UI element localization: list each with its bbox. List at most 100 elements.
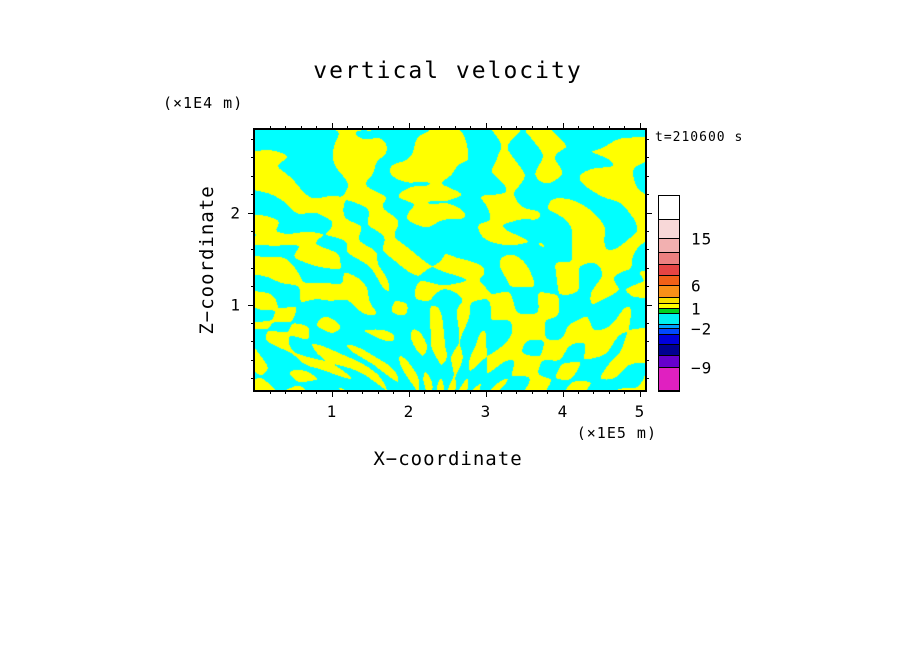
x-axis-tick bbox=[269, 126, 271, 130]
colorbar: 15 6 1 −2 −9 bbox=[658, 195, 711, 392]
z-axis-tick bbox=[251, 286, 255, 288]
z-axis-unit-label: (×1E4 m) bbox=[163, 94, 244, 112]
z-axis-tick bbox=[645, 175, 649, 177]
colorbar-segment bbox=[659, 329, 679, 335]
plot-area: 1 2 3 4 5 1 2 bbox=[230, 123, 652, 421]
x-axis-tick bbox=[608, 390, 610, 394]
colorbar-segment bbox=[659, 325, 679, 329]
z-tick-label: 1 bbox=[230, 295, 241, 315]
x-axis-tick bbox=[316, 390, 318, 394]
colorbar-tick-label: −2 bbox=[691, 319, 713, 339]
x-axis-tick bbox=[639, 123, 641, 130]
colorbar-segment bbox=[659, 265, 679, 276]
x-axis-tick bbox=[593, 390, 595, 394]
x-axis-title: X−coordinate bbox=[373, 448, 523, 470]
x-axis-tick bbox=[285, 126, 287, 130]
colorbar-segment bbox=[659, 345, 679, 356]
z-axis-tick bbox=[251, 322, 255, 324]
plot-title: vertical velocity bbox=[313, 58, 583, 84]
x-axis-tick bbox=[624, 390, 626, 394]
z-axis-tick bbox=[251, 249, 255, 251]
z-axis-tick bbox=[645, 212, 652, 214]
z-axis-tick bbox=[251, 359, 255, 361]
x-axis-tick bbox=[639, 390, 641, 397]
x-axis-tick bbox=[500, 390, 502, 394]
z-tick-label: 2 bbox=[230, 203, 241, 223]
z-axis-tick bbox=[645, 138, 649, 140]
x-axis-tick bbox=[269, 390, 271, 394]
colorbar-segment bbox=[659, 368, 679, 391]
colorbar-segment bbox=[659, 220, 679, 239]
x-axis-tick bbox=[316, 126, 318, 130]
x-axis-tick bbox=[439, 390, 441, 394]
z-axis-tick bbox=[645, 249, 649, 251]
x-axis-tick bbox=[362, 390, 364, 394]
x-axis-tick bbox=[593, 126, 595, 130]
x-axis-tick bbox=[423, 390, 425, 394]
colorbar-segment bbox=[659, 314, 679, 325]
z-axis-tick bbox=[645, 341, 649, 343]
colorbar-segment bbox=[659, 335, 679, 345]
z-axis-tick bbox=[251, 267, 255, 269]
x-tick-label: 2 bbox=[403, 402, 415, 421]
x-axis-tick bbox=[547, 126, 549, 130]
x-axis-tick bbox=[331, 123, 333, 130]
x-tick-label: 5 bbox=[634, 402, 646, 421]
x-axis-tick bbox=[562, 123, 564, 130]
x-axis-tick bbox=[362, 126, 364, 130]
x-axis-tick bbox=[454, 126, 456, 130]
x-axis-tick bbox=[547, 390, 549, 394]
x-axis-tick bbox=[485, 123, 487, 130]
heatmap-canvas bbox=[255, 130, 645, 390]
x-axis-tick bbox=[485, 390, 487, 397]
z-axis-tick bbox=[251, 138, 255, 140]
x-axis-unit-label: (×1E5 m) bbox=[576, 424, 657, 442]
x-axis-tick bbox=[531, 126, 533, 130]
colorbar-tick-label: −9 bbox=[691, 358, 713, 378]
x-tick-label: 1 bbox=[326, 402, 338, 421]
x-axis-tick bbox=[454, 390, 456, 394]
colorbar-segment bbox=[659, 239, 679, 253]
x-axis-tick bbox=[331, 390, 333, 397]
x-axis-tick bbox=[423, 126, 425, 130]
z-axis-tick bbox=[645, 359, 649, 361]
z-axis-tick bbox=[251, 157, 255, 159]
colorbar-tick-label: 6 bbox=[691, 276, 702, 296]
x-axis-tick bbox=[470, 390, 472, 394]
x-axis-tick bbox=[393, 126, 395, 130]
x-axis-tick bbox=[500, 126, 502, 130]
x-axis-tick bbox=[377, 126, 379, 130]
z-axis-tick bbox=[645, 378, 649, 380]
x-axis-tick bbox=[377, 390, 379, 394]
x-axis-tick bbox=[608, 126, 610, 130]
z-axis-tick bbox=[645, 286, 649, 288]
x-axis-tick bbox=[624, 126, 626, 130]
x-axis-tick bbox=[470, 126, 472, 130]
z-axis-tick bbox=[248, 304, 255, 306]
colorbar-segment bbox=[659, 286, 679, 298]
x-axis-tick bbox=[516, 126, 518, 130]
z-axis-tick bbox=[645, 304, 652, 306]
colorbar-tick-label: 1 bbox=[691, 299, 702, 319]
x-axis-tick bbox=[439, 126, 441, 130]
z-axis-tick bbox=[248, 212, 255, 214]
z-axis-tick bbox=[251, 341, 255, 343]
x-axis-tick bbox=[562, 390, 564, 397]
z-axis-tick bbox=[251, 194, 255, 196]
x-axis-tick bbox=[408, 123, 410, 130]
x-axis-tick bbox=[531, 390, 533, 394]
z-axis-tick bbox=[645, 230, 649, 232]
colorbar-segment bbox=[659, 253, 679, 265]
z-axis-tick bbox=[645, 267, 649, 269]
colorbar-segment bbox=[659, 356, 679, 368]
x-axis-tick bbox=[300, 390, 302, 394]
z-axis-tick bbox=[645, 322, 649, 324]
x-axis-tick bbox=[300, 126, 302, 130]
colorbar-segment bbox=[659, 276, 679, 286]
x-axis-tick bbox=[346, 126, 348, 130]
z-axis-tick bbox=[645, 157, 649, 159]
colorbar-segment bbox=[659, 298, 679, 304]
x-tick-label: 4 bbox=[557, 402, 569, 421]
x-axis-tick bbox=[577, 126, 579, 130]
colorbar-segment bbox=[659, 196, 679, 220]
